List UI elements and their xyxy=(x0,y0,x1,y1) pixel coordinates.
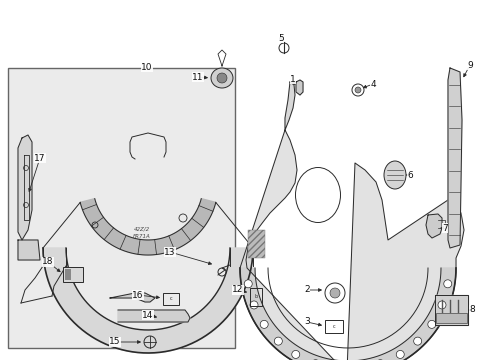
Text: 1: 1 xyxy=(290,75,296,84)
Bar xyxy=(250,288,262,306)
Polygon shape xyxy=(285,82,295,130)
Polygon shape xyxy=(248,230,265,258)
Circle shape xyxy=(428,320,436,328)
Circle shape xyxy=(250,301,258,309)
Text: 9: 9 xyxy=(467,60,473,69)
Text: 11: 11 xyxy=(192,72,204,81)
Text: FR71A: FR71A xyxy=(133,234,151,239)
Polygon shape xyxy=(426,214,442,238)
Polygon shape xyxy=(80,199,216,255)
Text: 42Z/2: 42Z/2 xyxy=(134,226,150,231)
Polygon shape xyxy=(43,248,253,353)
Bar xyxy=(65,269,71,280)
Polygon shape xyxy=(18,135,32,240)
Text: 18: 18 xyxy=(42,257,54,266)
Text: 5: 5 xyxy=(278,33,284,42)
Circle shape xyxy=(444,280,452,288)
Polygon shape xyxy=(110,293,155,302)
Polygon shape xyxy=(240,130,464,360)
Text: 15: 15 xyxy=(109,338,121,346)
Bar xyxy=(436,313,467,323)
Polygon shape xyxy=(240,268,456,360)
Circle shape xyxy=(396,350,404,359)
Bar xyxy=(325,320,343,333)
Text: 13: 13 xyxy=(164,248,176,257)
Circle shape xyxy=(292,350,300,359)
Text: 14: 14 xyxy=(142,310,154,320)
Text: 7: 7 xyxy=(442,224,448,233)
Polygon shape xyxy=(448,68,462,248)
Circle shape xyxy=(217,73,227,83)
Bar xyxy=(163,293,179,305)
Polygon shape xyxy=(435,295,468,325)
Circle shape xyxy=(274,337,282,345)
Circle shape xyxy=(260,320,268,328)
Text: 17: 17 xyxy=(34,153,46,162)
Text: 16: 16 xyxy=(132,291,144,300)
Text: 3: 3 xyxy=(304,318,310,327)
Ellipse shape xyxy=(211,68,233,88)
Text: 4: 4 xyxy=(370,80,376,89)
Polygon shape xyxy=(118,310,190,322)
Bar xyxy=(8,68,235,348)
Circle shape xyxy=(330,288,340,298)
Text: c: c xyxy=(333,324,335,328)
Text: 12: 12 xyxy=(232,285,244,294)
Circle shape xyxy=(414,337,422,345)
Ellipse shape xyxy=(384,161,406,189)
Text: 8: 8 xyxy=(469,306,475,315)
Circle shape xyxy=(244,280,252,288)
Circle shape xyxy=(438,301,446,309)
Text: 10: 10 xyxy=(141,63,153,72)
Text: 6: 6 xyxy=(407,171,413,180)
Text: b: b xyxy=(254,294,258,300)
Polygon shape xyxy=(18,240,40,260)
Text: c: c xyxy=(170,297,172,302)
Polygon shape xyxy=(296,80,303,95)
Circle shape xyxy=(355,87,361,93)
Text: 2: 2 xyxy=(304,285,310,294)
Bar xyxy=(63,267,83,282)
